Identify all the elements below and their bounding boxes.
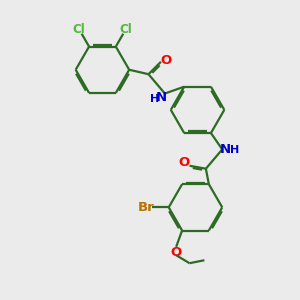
Text: O: O	[178, 156, 190, 169]
Text: N: N	[220, 143, 231, 157]
Text: H: H	[150, 94, 159, 104]
Text: N: N	[156, 91, 167, 103]
Text: O: O	[160, 54, 172, 67]
Text: Cl: Cl	[119, 22, 132, 36]
Text: Cl: Cl	[73, 22, 85, 36]
Text: O: O	[170, 246, 182, 259]
Text: H: H	[230, 145, 239, 155]
Text: Br: Br	[137, 201, 154, 214]
